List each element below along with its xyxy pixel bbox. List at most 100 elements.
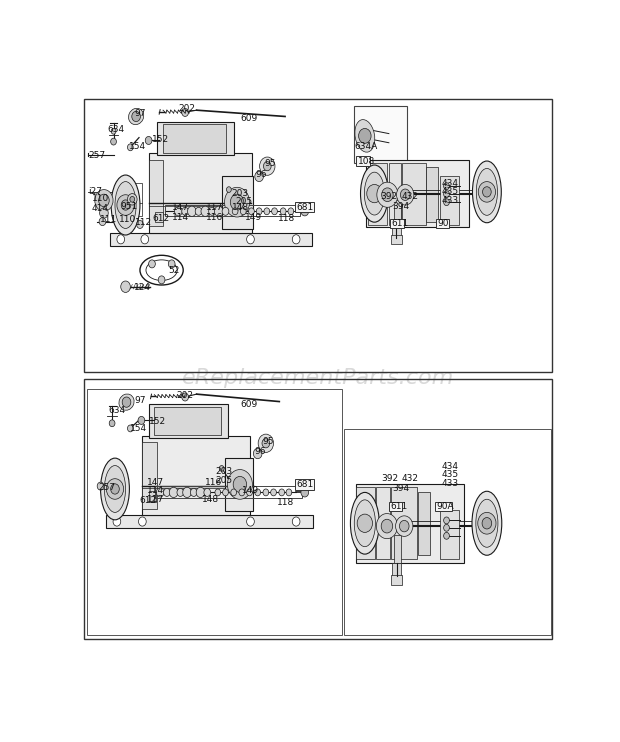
- Circle shape: [121, 281, 130, 292]
- Circle shape: [215, 489, 221, 496]
- Bar: [354, 106, 407, 163]
- Text: 96: 96: [254, 447, 266, 456]
- Ellipse shape: [476, 168, 497, 215]
- Bar: [110, 233, 312, 246]
- Circle shape: [377, 183, 398, 207]
- Text: 114: 114: [147, 486, 164, 495]
- Text: 116: 116: [206, 212, 224, 222]
- Circle shape: [99, 217, 106, 226]
- Bar: [436, 220, 449, 229]
- Text: 108: 108: [358, 157, 375, 165]
- Bar: [84, 378, 552, 639]
- Bar: [418, 492, 430, 555]
- Text: 149: 149: [245, 212, 262, 222]
- Text: 96: 96: [255, 170, 267, 179]
- Text: 95: 95: [262, 437, 274, 446]
- Circle shape: [367, 185, 382, 203]
- Text: 392: 392: [380, 192, 397, 201]
- Circle shape: [396, 516, 413, 536]
- Circle shape: [232, 208, 238, 214]
- Text: 202: 202: [176, 391, 193, 401]
- Text: 435: 435: [441, 188, 459, 197]
- Text: 433: 433: [441, 479, 459, 487]
- Bar: [356, 487, 376, 559]
- Circle shape: [301, 207, 309, 216]
- Ellipse shape: [472, 491, 502, 555]
- Circle shape: [482, 518, 492, 529]
- Bar: [84, 99, 552, 372]
- Circle shape: [100, 208, 108, 218]
- Text: eReplacementParts.com: eReplacementParts.com: [182, 367, 454, 387]
- Text: 681: 681: [296, 203, 314, 211]
- Text: 394: 394: [392, 202, 409, 211]
- Circle shape: [482, 187, 491, 197]
- Circle shape: [95, 190, 113, 211]
- Text: 609: 609: [241, 401, 258, 410]
- Ellipse shape: [472, 161, 502, 223]
- Ellipse shape: [365, 172, 384, 215]
- Circle shape: [286, 489, 292, 496]
- Text: 152: 152: [152, 135, 169, 144]
- Text: 257: 257: [98, 483, 115, 493]
- Circle shape: [145, 137, 152, 145]
- Bar: [376, 487, 390, 559]
- Ellipse shape: [115, 182, 136, 229]
- Bar: [226, 458, 254, 510]
- Ellipse shape: [355, 119, 375, 152]
- Circle shape: [182, 108, 188, 116]
- Circle shape: [219, 465, 224, 471]
- Text: 110: 110: [119, 214, 136, 224]
- Text: 117: 117: [206, 203, 224, 211]
- Circle shape: [138, 416, 144, 424]
- Circle shape: [109, 420, 115, 427]
- Circle shape: [357, 514, 373, 533]
- Circle shape: [99, 194, 109, 207]
- Text: 149: 149: [242, 485, 259, 495]
- Text: 114: 114: [172, 212, 189, 222]
- Text: 203: 203: [231, 188, 249, 197]
- Circle shape: [128, 194, 137, 205]
- Text: 95: 95: [264, 159, 275, 168]
- Text: 118: 118: [277, 498, 294, 507]
- Circle shape: [397, 185, 414, 205]
- Circle shape: [264, 162, 271, 171]
- Circle shape: [288, 208, 294, 214]
- Circle shape: [233, 476, 247, 493]
- Text: 202: 202: [179, 104, 195, 113]
- Circle shape: [478, 513, 496, 534]
- Ellipse shape: [476, 499, 498, 548]
- Bar: [426, 167, 438, 222]
- Text: 951: 951: [121, 202, 138, 211]
- Circle shape: [122, 397, 131, 407]
- Bar: [356, 485, 464, 563]
- Text: 117: 117: [147, 495, 164, 504]
- Circle shape: [241, 208, 246, 214]
- Circle shape: [158, 276, 165, 284]
- Ellipse shape: [360, 165, 388, 222]
- Ellipse shape: [100, 458, 130, 520]
- Text: 681: 681: [296, 480, 314, 489]
- Circle shape: [358, 128, 371, 143]
- Text: 609: 609: [241, 114, 258, 123]
- Circle shape: [262, 439, 270, 448]
- Circle shape: [239, 489, 245, 496]
- Circle shape: [122, 200, 130, 210]
- Circle shape: [230, 194, 244, 210]
- Circle shape: [260, 157, 275, 175]
- Circle shape: [280, 208, 286, 214]
- Circle shape: [279, 489, 285, 496]
- Circle shape: [128, 144, 133, 151]
- Bar: [344, 429, 551, 634]
- Bar: [392, 227, 401, 237]
- Ellipse shape: [111, 175, 140, 235]
- Circle shape: [223, 489, 228, 496]
- Circle shape: [97, 482, 104, 490]
- Circle shape: [195, 207, 202, 215]
- Circle shape: [141, 234, 149, 244]
- Text: 147: 147: [172, 203, 189, 211]
- Ellipse shape: [128, 108, 144, 125]
- Circle shape: [301, 487, 309, 497]
- Circle shape: [215, 206, 223, 217]
- Bar: [143, 436, 250, 515]
- Bar: [156, 486, 302, 498]
